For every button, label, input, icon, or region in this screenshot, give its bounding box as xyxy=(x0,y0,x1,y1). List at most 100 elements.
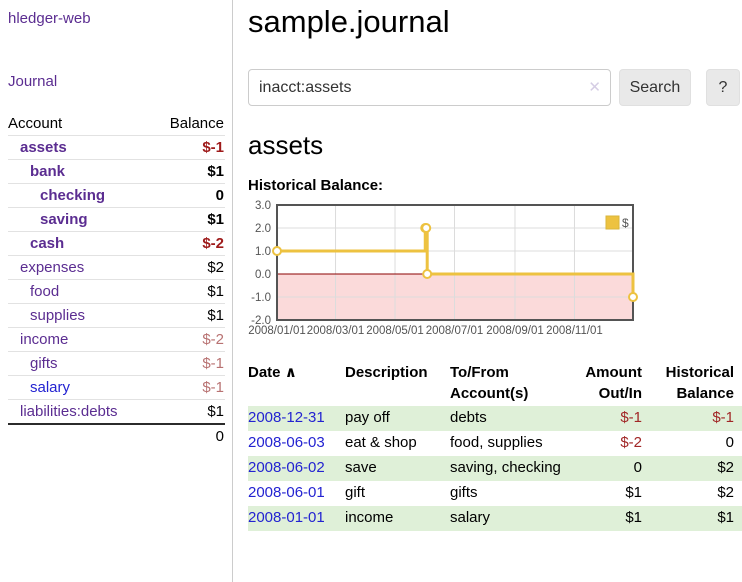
historical-balance-chart[interactable]: 2008/01/01 2008/03/01 2008/05/01 2008/07/01… xyxy=(242,200,652,345)
accounts-header-row: Account Balance xyxy=(8,112,225,136)
register-row: 2008-12-31 pay off debts $-1 $-1 xyxy=(248,406,742,431)
register-row: 2008-06-01 gift gifts $1 $2 xyxy=(248,481,742,506)
account-row-liabilities-debts: liabilities:debts $1 xyxy=(8,399,225,425)
account-balance: $1 xyxy=(153,303,225,328)
txn-accounts: debts xyxy=(450,409,487,426)
accounts-total-row: 0 xyxy=(8,423,225,448)
account-row-cash: cash $-2 xyxy=(8,231,225,256)
sidebar: hledger-web Journal Account Balance asse… xyxy=(0,0,233,582)
txn-balance: 0 xyxy=(725,434,734,451)
svg-text:0.0: 0.0 xyxy=(255,269,271,281)
accounts-table: Account Balance assets $-1 bank $1 check… xyxy=(8,112,225,448)
app-title-link[interactable]: hledger-web xyxy=(8,10,91,27)
chart-canvas: 2008/01/01 2008/03/01 2008/05/01 2008/07/01… xyxy=(248,200,638,337)
txn-accounts: salary xyxy=(450,509,491,526)
chart-title: Historical Balance: xyxy=(248,177,384,194)
svg-text:2008/07/01: 2008/07/01 xyxy=(426,325,484,337)
main-content: sample.journal ✕ Search ? assets Histori… xyxy=(248,0,742,582)
account-balance: $2 xyxy=(153,255,225,280)
account-link-bank[interactable]: bank xyxy=(30,163,66,180)
account-link-assets[interactable]: assets xyxy=(20,139,67,156)
account-link-income[interactable]: income xyxy=(20,331,69,348)
txn-balance: $1 xyxy=(717,509,734,526)
account-row-income: income $-2 xyxy=(8,327,225,352)
header-balance: Historical Balance xyxy=(665,364,734,402)
svg-text:2008/01/01: 2008/01/01 xyxy=(248,325,306,337)
accounts-header-account: Account xyxy=(8,112,154,136)
account-balance: $-1 xyxy=(153,351,225,376)
txn-date-link[interactable]: 2008-12-31 xyxy=(248,409,325,426)
header-description: Description xyxy=(345,364,428,381)
svg-text:$: $ xyxy=(622,216,629,230)
account-row-gifts: gifts $-1 xyxy=(8,351,225,376)
account-row-bank: bank $1 xyxy=(8,159,225,184)
search-button[interactable]: Search xyxy=(619,69,691,106)
account-row-assets: assets $-1 xyxy=(8,135,225,160)
svg-text:-1.0: -1.0 xyxy=(251,292,271,304)
accounts-total-value: 0 xyxy=(153,423,225,448)
account-link-expenses[interactable]: expenses xyxy=(20,259,85,276)
svg-text:2008/05/01: 2008/05/01 xyxy=(366,325,424,337)
account-balance: $1 xyxy=(153,207,225,232)
account-balance: 0 xyxy=(153,183,225,208)
register-header-row: Date ∧ Description To/From Account(s) Am… xyxy=(248,361,742,406)
header-date[interactable]: Date ∧ xyxy=(248,364,297,381)
txn-description: eat & shop xyxy=(345,434,417,451)
txn-balance: $2 xyxy=(717,484,734,501)
search-input[interactable] xyxy=(248,69,611,106)
page-title: sample.journal xyxy=(248,4,450,39)
account-balance: $1 xyxy=(153,399,225,425)
txn-amount: $1 xyxy=(625,509,642,526)
svg-text:3.0: 3.0 xyxy=(255,200,271,212)
help-button[interactable]: ? xyxy=(705,69,740,106)
txn-description: save xyxy=(345,459,377,476)
account-link-gifts[interactable]: gifts xyxy=(30,355,58,372)
account-balance: $-2 xyxy=(153,231,225,256)
txn-amount: 0 xyxy=(633,459,642,476)
account-row-saving: saving $1 xyxy=(8,207,225,232)
register-row: 2008-01-01 income salary $1 $1 xyxy=(248,506,742,531)
account-row-expenses: expenses $2 xyxy=(8,255,225,280)
account-link-checking[interactable]: checking xyxy=(40,187,106,204)
txn-description: gift xyxy=(345,484,366,501)
txn-description: income xyxy=(345,509,394,526)
account-balance: $-2 xyxy=(153,327,225,352)
svg-text:-2.0: -2.0 xyxy=(251,315,271,327)
account-link-saving[interactable]: saving xyxy=(40,211,88,228)
account-link-food[interactable]: food xyxy=(30,283,60,300)
svg-text:2008/09/01: 2008/09/01 xyxy=(486,325,544,337)
svg-text:1.0: 1.0 xyxy=(255,246,271,258)
txn-amount: $-1 xyxy=(620,409,642,426)
account-row-supplies: supplies $1 xyxy=(8,303,225,328)
svg-text:2008/11/01: 2008/11/01 xyxy=(546,325,603,337)
sort-asc-icon: ∧ xyxy=(284,364,297,381)
txn-amount: $-2 xyxy=(620,434,642,451)
txn-accounts: gifts xyxy=(450,484,478,501)
clear-search-icon[interactable]: ✕ xyxy=(588,79,601,96)
txn-date-link[interactable]: 2008-06-02 xyxy=(248,459,325,476)
account-heading: assets xyxy=(248,130,324,160)
account-balance: $-1 xyxy=(153,375,225,400)
account-balance: $1 xyxy=(153,279,225,304)
account-row-food: food $1 xyxy=(8,279,225,304)
account-link-supplies[interactable]: supplies xyxy=(30,307,86,324)
txn-date-link[interactable]: 2008-01-01 xyxy=(248,509,325,526)
account-link-cash[interactable]: cash xyxy=(30,235,65,252)
search-bar: ✕ Search ? xyxy=(248,69,740,106)
register-table: Date ∧ Description To/From Account(s) Am… xyxy=(248,361,742,531)
account-balance: $1 xyxy=(153,159,225,184)
svg-text:2008/03/01: 2008/03/01 xyxy=(307,325,365,337)
txn-date-link[interactable]: 2008-06-01 xyxy=(248,484,325,501)
register-row: 2008-06-03 eat & shop food, supplies $-2… xyxy=(248,431,742,456)
txn-date-link[interactable]: 2008-06-03 xyxy=(248,434,325,451)
sidebar-item-journal[interactable]: Journal xyxy=(8,73,58,90)
account-balance: $-1 xyxy=(153,135,225,160)
account-link-liabilities-debts[interactable]: liabilities:debts xyxy=(20,403,118,420)
header-accounts: To/From Account(s) xyxy=(450,364,529,402)
account-link-salary[interactable]: salary xyxy=(30,379,71,396)
account-row-salary: salary $-1 xyxy=(8,375,225,400)
header-amount: Amount Out/In xyxy=(585,364,642,402)
account-row-checking: checking 0 xyxy=(8,183,225,208)
txn-balance: $-1 xyxy=(712,409,734,426)
